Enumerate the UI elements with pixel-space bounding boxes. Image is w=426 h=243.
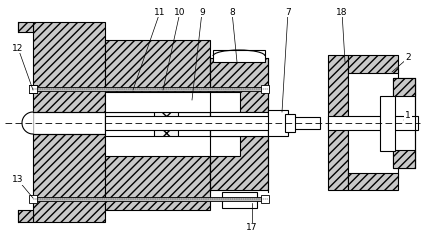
- Bar: [33, 22, 105, 222]
- Text: 11: 11: [154, 8, 165, 17]
- Text: 7: 7: [285, 8, 290, 17]
- Bar: [105, 92, 239, 112]
- Bar: [29, 195, 37, 203]
- Bar: [33, 197, 268, 201]
- Bar: [392, 150, 414, 168]
- Bar: [18, 210, 33, 222]
- Polygon shape: [22, 112, 33, 134]
- Text: 1: 1: [404, 112, 410, 121]
- Bar: [105, 40, 210, 112]
- Bar: [154, 100, 178, 148]
- Bar: [210, 112, 268, 136]
- Bar: [222, 192, 256, 208]
- Bar: [392, 78, 414, 96]
- Bar: [284, 114, 294, 132]
- Bar: [29, 85, 37, 93]
- Text: 2: 2: [404, 53, 410, 62]
- Bar: [105, 112, 210, 140]
- Bar: [327, 55, 347, 190]
- Bar: [379, 96, 394, 151]
- Bar: [213, 50, 265, 62]
- Text: 12: 12: [12, 43, 23, 52]
- Bar: [105, 136, 239, 156]
- Bar: [105, 140, 210, 210]
- Bar: [105, 116, 279, 130]
- Text: 13: 13: [12, 175, 24, 184]
- Bar: [18, 22, 33, 32]
- Bar: [33, 112, 105, 134]
- Bar: [33, 87, 268, 91]
- Bar: [260, 85, 268, 93]
- Bar: [347, 173, 397, 190]
- Text: 9: 9: [199, 8, 204, 17]
- Bar: [260, 195, 268, 203]
- Bar: [268, 110, 287, 136]
- Bar: [210, 136, 268, 190]
- Bar: [347, 55, 397, 73]
- Bar: [327, 116, 417, 130]
- Bar: [268, 117, 319, 129]
- Text: 17: 17: [246, 224, 257, 233]
- Text: 10: 10: [174, 8, 185, 17]
- Text: 8: 8: [229, 8, 234, 17]
- Bar: [347, 68, 397, 178]
- Bar: [392, 78, 414, 168]
- Bar: [210, 58, 268, 112]
- Text: 18: 18: [335, 8, 347, 17]
